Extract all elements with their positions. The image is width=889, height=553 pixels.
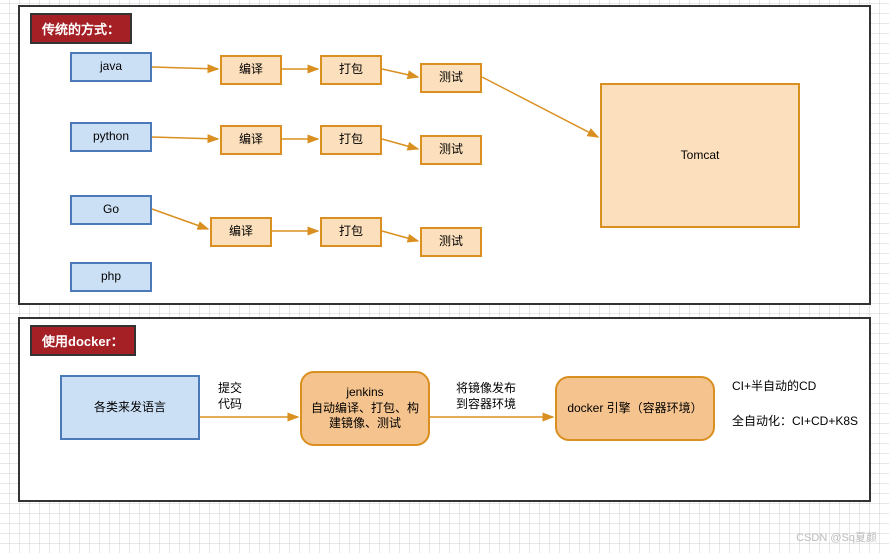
step-compile-2: 编译 (220, 125, 282, 155)
step-package-2: 打包 (320, 125, 382, 155)
edge-label-commit: 提交 代码 (218, 381, 242, 412)
step-package-1: 打包 (320, 55, 382, 85)
docker-panel: 使用docker： 各类来发语言 jenkins 自动编译、打包、构建镜像、测试… (18, 317, 871, 502)
languages-box: 各类来发语言 (60, 375, 200, 440)
step-test-2: 测试 (420, 135, 482, 165)
panel-title-traditional: 传统的方式： (30, 13, 132, 44)
step-compile-3: 编译 (210, 217, 272, 247)
lang-php: php (70, 262, 152, 292)
tomcat-box: Tomcat (600, 83, 800, 228)
step-package-3: 打包 (320, 217, 382, 247)
step-test-1: 测试 (420, 63, 482, 93)
lang-java: java (70, 52, 152, 82)
lang-go: Go (70, 195, 152, 225)
panel-title-docker: 使用docker： (30, 325, 136, 356)
docker-engine-box: docker 引擎（容器环境） (555, 376, 715, 441)
watermark: CSDN @Sq夏颜 (796, 529, 877, 545)
jenkins-box: jenkins 自动编译、打包、构建镜像、测试 (300, 371, 430, 446)
step-test-3: 测试 (420, 227, 482, 257)
side-text-ci: CI+半自动的CD (732, 379, 816, 395)
lang-python: python (70, 122, 152, 152)
edge-label-publish: 将镜像发布 到容器环境 (456, 381, 516, 412)
step-compile-1: 编译 (220, 55, 282, 85)
traditional-panel: 传统的方式： java python Go php 编译 打包 测试 编译 打包… (18, 5, 871, 305)
side-text-full-auto: 全自动化：CI+CD+K8S (732, 414, 858, 430)
